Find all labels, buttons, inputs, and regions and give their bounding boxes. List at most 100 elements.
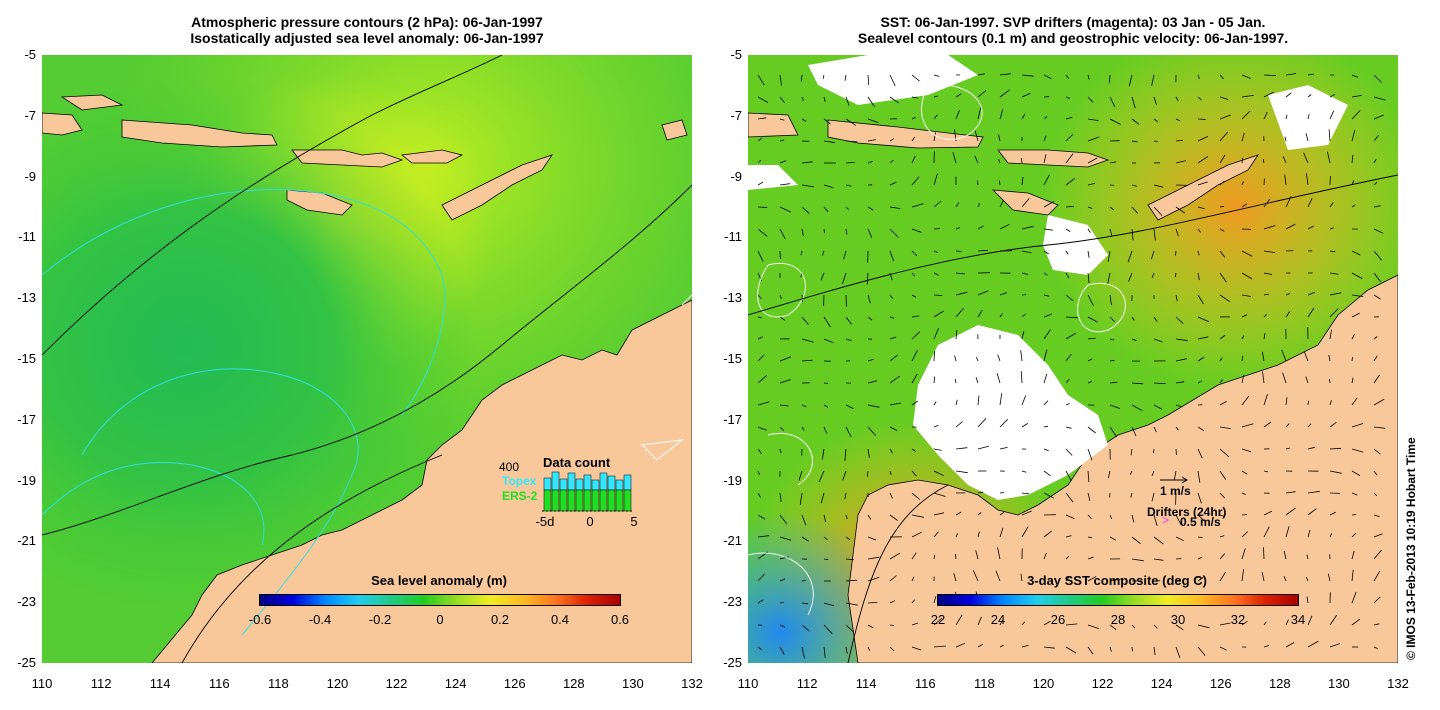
velocity-arrow — [1219, 571, 1226, 582]
velocity-arrow — [889, 250, 895, 262]
velocity-arrow — [1109, 536, 1117, 541]
velocity-arrow — [1153, 558, 1164, 561]
velocity-arrow — [1087, 183, 1096, 186]
velocity-arrow — [955, 330, 958, 340]
velocity-arrow — [1065, 294, 1074, 302]
velocity-arrow — [999, 644, 1004, 648]
velocity-arrow — [999, 200, 1004, 208]
velocity-arrow — [1043, 425, 1049, 428]
lat-tick-label: -17 — [17, 411, 36, 427]
velocity-arrow — [779, 602, 785, 604]
velocity-arrow — [845, 162, 855, 164]
drifter-marker: > — [1162, 513, 1170, 527]
velocity-arrow — [801, 316, 809, 326]
velocity-arrow — [1109, 514, 1113, 520]
velocity-arrow — [867, 426, 876, 436]
velocity-arrow — [757, 599, 764, 604]
velocity-arrow — [1065, 514, 1075, 519]
velocity-arrow — [911, 470, 917, 477]
velocity-arrow — [1131, 338, 1137, 342]
velocity-arrow — [1373, 514, 1380, 517]
velocity-arrow — [1153, 624, 1158, 629]
velocity-arrow — [1065, 426, 1072, 429]
velocity-arrow — [842, 272, 847, 285]
velocity-arrow — [889, 426, 898, 431]
velocity-arrow — [911, 96, 919, 99]
velocity-arrow — [1197, 470, 1201, 483]
velocity-arrow — [1373, 448, 1381, 455]
topex-bar — [575, 478, 584, 491]
left-title-line1: Atmospheric pressure contours (2 hPa): 0… — [191, 14, 543, 30]
velocity-arrow — [1087, 157, 1098, 164]
velocity-arrow — [1285, 114, 1288, 120]
velocity-arrow — [1021, 621, 1026, 626]
velocity-arrow — [977, 512, 982, 516]
velocity-arrow — [1109, 338, 1115, 341]
velocity-arrow — [1285, 526, 1290, 538]
velocity-arrow — [867, 161, 873, 164]
velocity-arrow — [1087, 470, 1090, 483]
velocity-arrow — [844, 448, 847, 461]
velocity-arrow — [1153, 338, 1163, 343]
velocity-arrow — [1241, 355, 1244, 362]
velocity-scale-arrow — [1160, 476, 1188, 484]
velocity-arrow — [757, 294, 763, 300]
velocity-arrow — [801, 580, 807, 582]
velocity-arrow — [1306, 596, 1309, 604]
velocity-arrow — [801, 359, 813, 362]
velocity-arrow — [1065, 74, 1070, 79]
velocity-arrow — [977, 616, 982, 626]
velocity-arrow — [845, 536, 851, 541]
velocity-arrow — [996, 373, 1001, 384]
velocity-arrow — [779, 448, 782, 453]
velocity-arrow — [1197, 74, 1200, 80]
velocity-arrow — [995, 570, 1001, 582]
velocity-arrow — [1153, 118, 1159, 123]
velocity-arrow — [1065, 116, 1073, 120]
velocity-arrow — [779, 74, 782, 86]
velocity-arrow — [1263, 111, 1268, 120]
velocity-arrow — [1043, 470, 1051, 477]
velocity-arrow — [1087, 448, 1093, 461]
velocity-arrow — [933, 595, 937, 604]
velocity-arrow — [1261, 351, 1265, 362]
velocity-arrow — [1043, 154, 1047, 164]
velocity-arrow — [1219, 294, 1231, 303]
velocity-arrow — [1175, 140, 1183, 142]
velocity-arrow — [1130, 492, 1133, 498]
velocity-arrow — [1351, 110, 1361, 120]
velocity-arrow — [952, 151, 957, 164]
velocity-arrow — [955, 533, 958, 538]
topex-bar — [599, 472, 608, 491]
velocity-arrow — [997, 354, 1001, 362]
velocity-arrow — [1087, 536, 1093, 539]
velocity-arrow — [933, 512, 944, 516]
velocity-arrow — [1065, 228, 1071, 232]
velocity-arrow — [1307, 640, 1319, 648]
velocity-arrow — [1241, 95, 1254, 98]
velocity-arrows — [757, 73, 1386, 659]
lon-tick-label: 120 — [326, 676, 349, 691]
velocity-arrow — [1373, 470, 1378, 476]
velocity-arrow — [933, 645, 947, 648]
velocity-arrow — [889, 624, 895, 626]
lon-tick-label: 114 — [855, 676, 877, 691]
velocity-arrow — [1263, 91, 1274, 98]
velocity-arrow — [1307, 307, 1315, 318]
velocity-arrow — [1241, 335, 1245, 340]
velocity-arrow — [820, 492, 825, 504]
velocity-arrow — [1307, 446, 1315, 450]
velocity-arrow — [1351, 294, 1364, 297]
velocity-arrow — [1307, 94, 1312, 98]
velocity-arrow — [1307, 508, 1317, 516]
velocity-arrow — [823, 646, 826, 658]
velocity-arrow — [1151, 250, 1155, 260]
velocity-arrow — [999, 223, 1010, 230]
velocity-arrow — [1065, 492, 1074, 503]
colorbar-tick-label: -0.4 — [308, 612, 332, 627]
drifters-label: Drifters (24hr) — [1147, 505, 1227, 519]
velocity-arrow — [1351, 470, 1361, 476]
velocity-arrow — [1351, 569, 1354, 582]
velocity-arrow — [1087, 96, 1094, 103]
velocity-arrow — [1282, 372, 1287, 384]
